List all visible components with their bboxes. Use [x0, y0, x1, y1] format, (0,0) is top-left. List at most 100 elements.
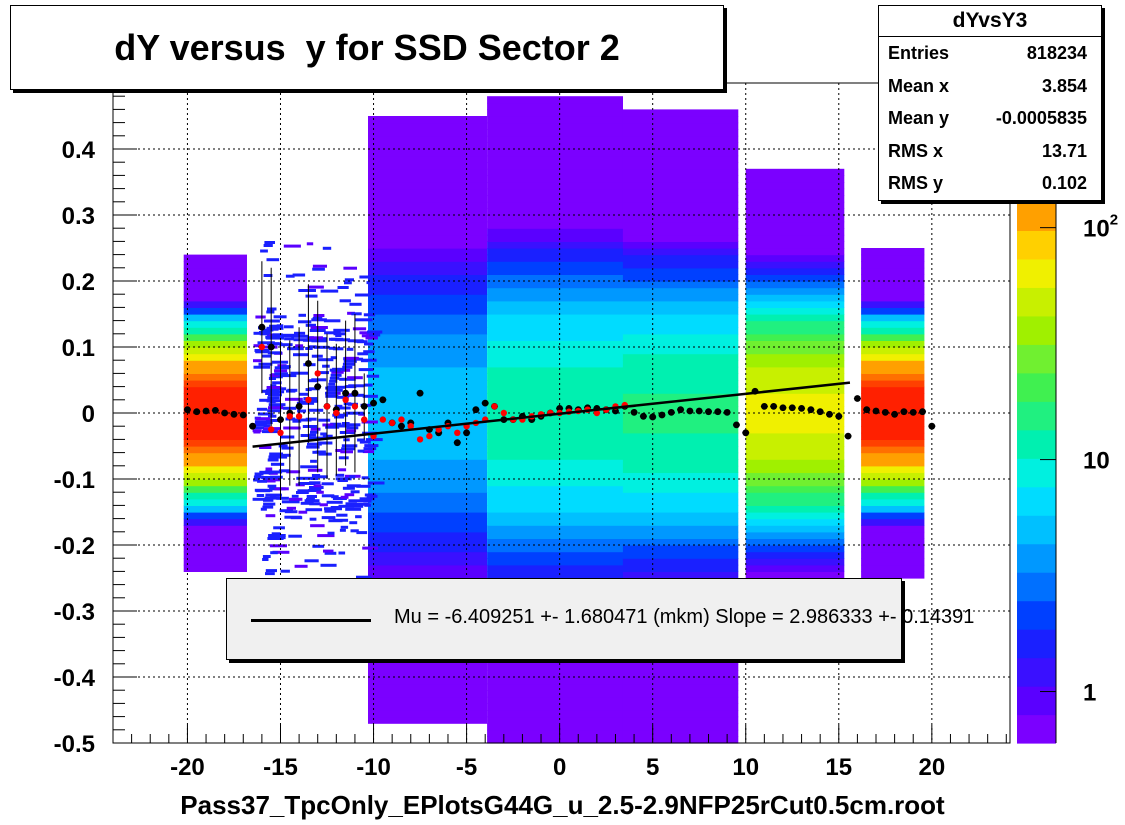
density-cell — [487, 287, 623, 295]
density-cell — [368, 267, 488, 275]
sparse-cell — [278, 469, 290, 473]
mean-point — [900, 408, 908, 416]
sparse-cell — [257, 341, 275, 345]
mean-point — [881, 408, 889, 416]
palette-cell — [1017, 657, 1056, 687]
density-cell — [622, 228, 739, 236]
fit-point — [361, 416, 368, 423]
sparse-cell — [320, 563, 337, 567]
density-cell — [745, 182, 845, 190]
sparse-cell — [332, 497, 347, 500]
sparse-cell — [272, 342, 283, 346]
mean-point — [360, 403, 368, 410]
sparse-cell — [257, 479, 267, 483]
sparse-cell — [339, 377, 356, 381]
fit-point — [286, 413, 293, 420]
density-cell — [487, 518, 623, 526]
mean-point — [742, 429, 750, 437]
density-cell — [368, 182, 488, 190]
sparse-cell — [323, 319, 341, 323]
density-cell — [745, 320, 845, 328]
sparse-cell — [261, 354, 271, 358]
density-cell — [622, 320, 739, 328]
density-cell — [745, 564, 845, 572]
sparse-cell — [331, 495, 339, 499]
density-cell — [622, 657, 739, 665]
density-cell — [745, 505, 845, 513]
density-cell — [183, 472, 247, 480]
density-cell — [183, 327, 247, 335]
sparse-cell — [262, 479, 276, 483]
sparse-cell — [267, 396, 280, 400]
sparse-cell — [270, 551, 278, 555]
sparse-cell — [267, 307, 277, 311]
density-cell — [183, 512, 247, 520]
sparse-cell — [324, 507, 342, 511]
density-cell — [861, 485, 925, 493]
sparse-cell — [267, 409, 282, 413]
density-cell — [622, 300, 739, 308]
density-cell — [487, 267, 623, 275]
sparse-cell — [310, 524, 325, 528]
sparse-cell — [276, 496, 289, 500]
mean-point — [463, 429, 470, 437]
sparse-cell — [268, 327, 279, 331]
density-cell — [183, 399, 247, 407]
density-cell — [487, 663, 623, 671]
sparse-cell — [254, 420, 269, 424]
sparse-cell — [269, 452, 283, 456]
sparse-cell — [328, 346, 337, 350]
density-cell — [368, 518, 488, 526]
mean-point — [835, 412, 843, 420]
sparse-cell — [268, 455, 281, 459]
density-cell — [368, 307, 488, 315]
density-cell — [368, 663, 488, 671]
sparse-cell — [296, 491, 309, 494]
density-cell — [183, 538, 247, 546]
density-cell — [183, 274, 247, 282]
density-cell — [745, 525, 845, 533]
mean-point — [798, 404, 805, 412]
density-cell — [487, 498, 623, 506]
sparse-cell — [266, 386, 282, 389]
density-cell — [861, 314, 925, 322]
density-cell — [861, 426, 925, 434]
sparse-cell — [300, 434, 311, 437]
density-cell — [368, 393, 488, 401]
sparse-cell — [364, 342, 374, 346]
sparse-cell — [317, 441, 333, 445]
sparse-cell — [336, 513, 348, 517]
density-cell — [487, 175, 623, 183]
sparse-cell — [280, 374, 297, 378]
sparse-cell — [336, 406, 351, 410]
sparse-cell — [339, 299, 351, 303]
density-cell — [368, 294, 488, 302]
density-cell — [622, 188, 739, 196]
density-cell — [622, 703, 739, 711]
sparse-cell — [274, 366, 290, 370]
density-cell — [745, 274, 845, 282]
density-cell — [183, 426, 247, 434]
density-cell — [368, 479, 488, 487]
legend-line-swatch — [251, 619, 371, 622]
sparse-cell — [294, 418, 312, 422]
sparse-cell — [345, 502, 357, 506]
sparse-cell — [363, 313, 376, 317]
density-cell — [745, 558, 845, 566]
mean-point — [305, 360, 312, 367]
sparse-cell — [283, 325, 294, 329]
density-cell — [745, 175, 845, 183]
density-cell — [487, 571, 623, 579]
palette-cell — [1017, 486, 1056, 516]
density-cell — [183, 439, 247, 447]
sparse-cell — [307, 408, 324, 412]
sparse-cell — [367, 481, 385, 485]
sparse-cell — [347, 423, 361, 427]
density-cell — [487, 274, 623, 282]
density-cell — [745, 426, 845, 434]
sparse-cell — [322, 423, 334, 427]
sparse-cell — [262, 505, 274, 509]
sparse-cell — [272, 550, 290, 554]
density-cell — [487, 135, 623, 143]
mean-point — [342, 389, 350, 397]
